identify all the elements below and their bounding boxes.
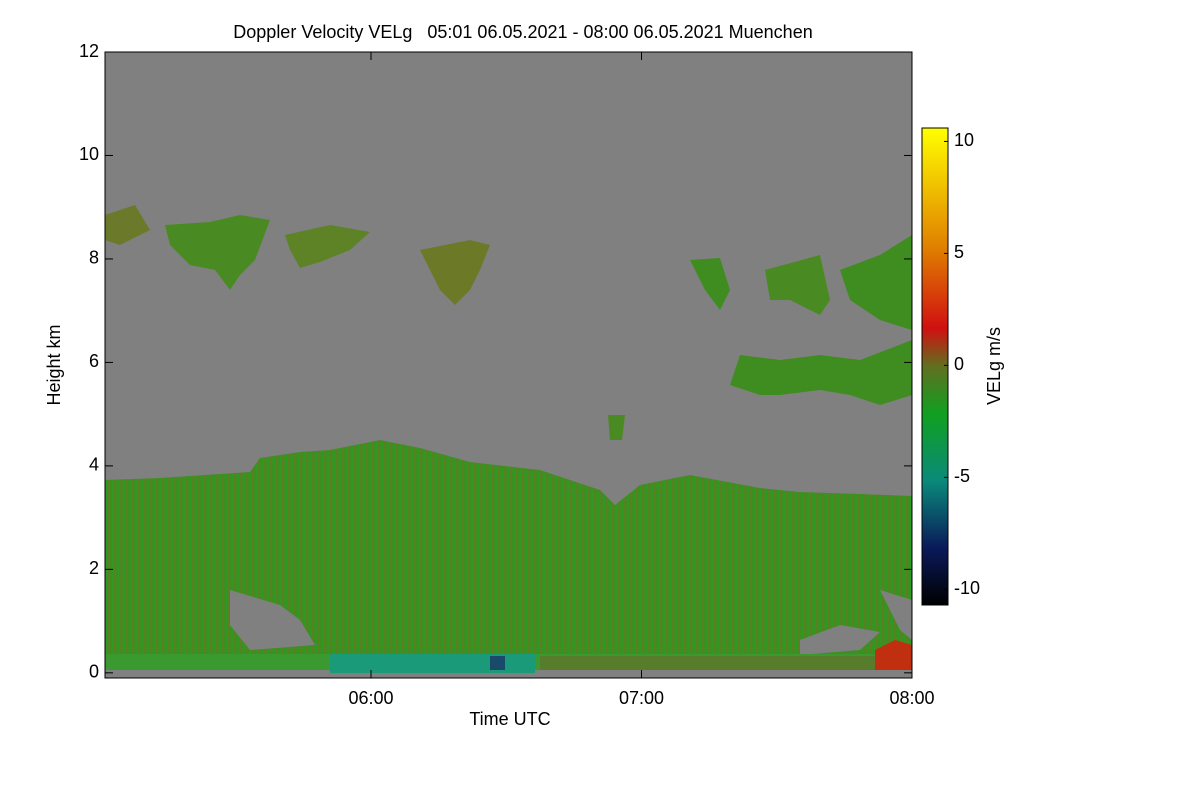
echo-region [230, 590, 315, 650]
y-tick-label: 6 [89, 351, 99, 371]
echo-region [285, 225, 370, 268]
echo-region [765, 255, 830, 315]
y-tick-label: 8 [89, 248, 99, 268]
y-tick-label: 4 [89, 455, 99, 475]
colorbar-tick-label: -5 [954, 466, 970, 486]
echo-region [690, 258, 730, 310]
echo-region [420, 240, 490, 305]
echo-region [800, 625, 880, 655]
colorbar-tick-label: 10 [954, 130, 974, 150]
echo-region [105, 440, 912, 670]
chart-title: Doppler Velocity VELg 05:01 06.05.2021 -… [233, 22, 812, 42]
echo-region [105, 205, 150, 245]
colorbar-tick-label: -10 [954, 578, 980, 598]
colorbar [921, 127, 949, 606]
x-tick-label: 08:00 [889, 688, 934, 708]
echo-region [730, 340, 912, 405]
echo-region [490, 656, 505, 670]
colorbar-tick-label: 5 [954, 242, 964, 262]
x-tick-label: 07:00 [619, 688, 664, 708]
echo-region [840, 235, 912, 330]
x-tick-label: 06:00 [348, 688, 393, 708]
plot-area [104, 51, 913, 679]
y-tick-label: 10 [79, 144, 99, 164]
y-tick-label: 0 [89, 662, 99, 682]
echo-region [875, 640, 912, 670]
plot-frame [104, 51, 913, 679]
colorbar-label: VELg m/s [984, 327, 1004, 405]
echo-region [540, 656, 912, 670]
x-axis-label: Time UTC [469, 709, 550, 729]
y-tick-label: 2 [89, 558, 99, 578]
echo-region [330, 654, 535, 673]
colorbar-tick-label: 0 [954, 354, 964, 374]
y-axis-label: Height km [44, 324, 64, 405]
echo-region [608, 415, 625, 440]
y-tick-label: 12 [79, 41, 99, 61]
echo-region [165, 215, 270, 290]
